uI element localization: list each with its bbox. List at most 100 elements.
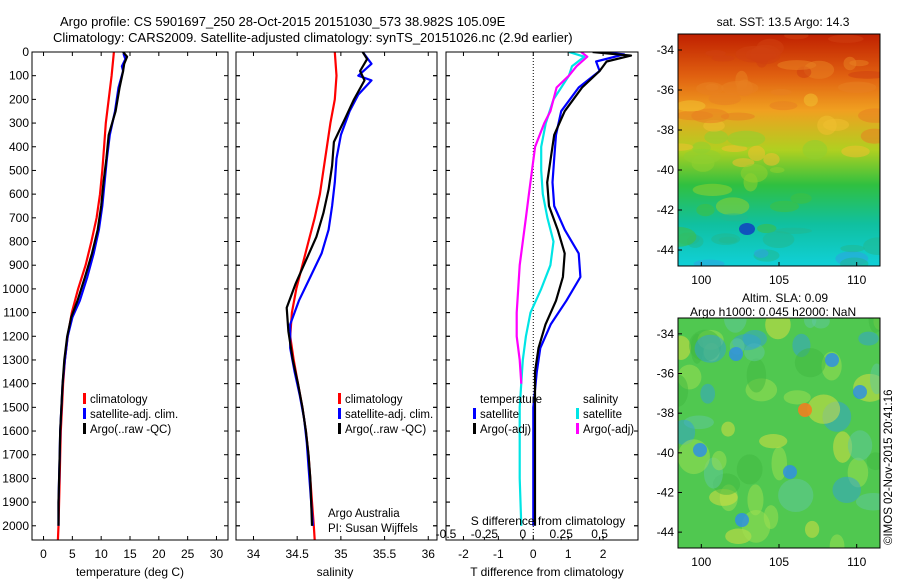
sla-low bbox=[825, 353, 839, 367]
sst-patch bbox=[839, 257, 869, 266]
sst-patch bbox=[719, 213, 749, 222]
imos-timestamp: ©IMOS 02-Nov-2015 20:41:16 bbox=[883, 389, 895, 545]
y-tick-label: 1500 bbox=[2, 400, 29, 414]
legend-swatch-s-argo bbox=[576, 423, 579, 434]
sla-low bbox=[783, 465, 797, 479]
salinity-axes: 34 34.5 35 35.5 36 bbox=[236, 51, 437, 561]
sla-patch bbox=[778, 478, 814, 513]
sla-patch bbox=[803, 318, 817, 328]
y-tick-label: 200 bbox=[9, 92, 29, 106]
sla-low bbox=[693, 443, 707, 457]
map-y-tick-label: -36 bbox=[657, 367, 675, 381]
y-tick-label: 300 bbox=[9, 116, 29, 130]
sst-patch bbox=[721, 145, 748, 153]
annotation-argo-australia: Argo Australia bbox=[328, 508, 400, 520]
map-y-tick-label: -44 bbox=[657, 525, 675, 539]
difference-xlabel-t: T difference from climatology bbox=[470, 565, 624, 579]
sst-patch bbox=[720, 112, 755, 121]
sst-patch bbox=[777, 60, 817, 71]
sla-patch bbox=[868, 318, 880, 333]
sla-frame bbox=[677, 317, 881, 549]
y-tick-label: 1200 bbox=[2, 329, 29, 343]
sst-patch bbox=[705, 50, 726, 57]
sst-patch bbox=[704, 130, 729, 144]
legend-label-s-satellite: satellite bbox=[583, 409, 622, 421]
sst-map-title: sat. SST: 13.5 Argo: 14.3 bbox=[717, 15, 850, 29]
sla-patch bbox=[678, 335, 691, 360]
sst-patch bbox=[748, 145, 766, 161]
y-tick-label: 1600 bbox=[2, 424, 29, 438]
y-tick-label: 2000 bbox=[2, 519, 29, 533]
series-line-s-argo-adj- bbox=[515, 52, 589, 384]
map-y-tick-label: -34 bbox=[657, 43, 675, 57]
map-y-tick-label: -36 bbox=[657, 83, 675, 97]
legend-title-temperature: temperature bbox=[480, 394, 542, 406]
salinity-xlabel: salinity bbox=[317, 565, 354, 579]
sst-map: sat. SST: 13.5 Argo: 14.3 100 105 110 -34 -3… bbox=[657, 15, 881, 287]
header-line-2: Climatology: CARS2009. Satellite-adjuste… bbox=[53, 30, 573, 45]
sst-patch bbox=[718, 236, 738, 244]
sst-patch bbox=[715, 197, 750, 216]
x-tick-label: 2 bbox=[600, 547, 607, 561]
temperature-frame bbox=[31, 51, 229, 541]
sst-patch bbox=[678, 100, 706, 112]
sla-low bbox=[853, 385, 867, 399]
sst-patch bbox=[823, 118, 850, 131]
sst-cold-eddy bbox=[739, 223, 755, 235]
legend-title-salinity: salinity bbox=[583, 394, 618, 406]
sla-patch bbox=[855, 492, 880, 511]
x-tick-label: 36 bbox=[422, 547, 436, 561]
sst-patch bbox=[828, 34, 864, 43]
annotation-pi: PI: Susan Wijffels bbox=[328, 523, 418, 535]
sst-patch bbox=[678, 226, 697, 247]
header-line-1: Argo profile: CS 5901697_250 28-Oct-2015… bbox=[60, 14, 506, 29]
difference-xlabel-s: S difference from climatology bbox=[471, 514, 626, 528]
sst-patch bbox=[769, 101, 798, 111]
sla-patch bbox=[804, 520, 820, 538]
x-tick-label: 5 bbox=[69, 547, 76, 561]
sst-patch bbox=[763, 152, 780, 166]
map-y-tick-label: -34 bbox=[657, 327, 675, 341]
sst-patch bbox=[840, 244, 865, 253]
sla-patch bbox=[794, 348, 826, 378]
sst-patch bbox=[705, 83, 719, 91]
salinity-frame bbox=[235, 51, 438, 541]
sst-patch bbox=[757, 223, 777, 234]
sst-patch bbox=[802, 139, 828, 160]
sla-patch bbox=[746, 358, 767, 393]
legend-label-argo: Argo(..raw -QC) bbox=[345, 424, 426, 436]
legend-swatch-argo bbox=[338, 423, 341, 434]
x-tick-label: -2 bbox=[458, 547, 469, 561]
sla-patch bbox=[741, 509, 771, 543]
y-tick-label: 1900 bbox=[2, 495, 29, 509]
sst-patch bbox=[769, 200, 800, 213]
sst-patch bbox=[678, 143, 694, 151]
salinity-legend: climatology satellite-adj. clim. Argo(..… bbox=[338, 393, 433, 436]
x-tick-label: 20 bbox=[152, 547, 166, 561]
sla-patch bbox=[721, 421, 735, 437]
sla-patch bbox=[711, 450, 727, 471]
sla-low bbox=[729, 347, 743, 361]
legend-swatch-climatology bbox=[83, 393, 86, 404]
sst-patch bbox=[837, 81, 877, 94]
salinity-series bbox=[285, 52, 373, 540]
sla-map-title: Altim. SLA: 0.09 bbox=[742, 291, 828, 305]
legend-label-t-argo: Argo(-adj) bbox=[480, 424, 531, 436]
difference-axes: -2 -1 0 1 2-0.5 -0.25 0 0.25 0.5 bbox=[436, 51, 638, 561]
sst-patch bbox=[720, 80, 759, 96]
sst-patch bbox=[749, 44, 781, 65]
y-tick-label: 500 bbox=[9, 163, 29, 177]
y-tick-label: 800 bbox=[9, 235, 29, 249]
y-tick-label: 1800 bbox=[2, 471, 29, 485]
s-tick-label: 0.5 bbox=[591, 527, 608, 541]
sst-patch bbox=[711, 55, 735, 62]
sst-patch bbox=[708, 92, 742, 106]
sla-patch bbox=[678, 419, 696, 445]
sla-patch bbox=[759, 434, 788, 449]
legend-label-s-argo: Argo(-adj) bbox=[583, 424, 634, 436]
temperature-xlabel: temperature (deg C) bbox=[76, 565, 184, 579]
x-tick-label: 10 bbox=[94, 547, 108, 561]
series-line-climatology bbox=[289, 52, 338, 540]
sst-patch bbox=[860, 128, 880, 144]
salinity-panel: 34 34.5 35 35.5 36 salinity climatology sate… bbox=[235, 51, 438, 579]
